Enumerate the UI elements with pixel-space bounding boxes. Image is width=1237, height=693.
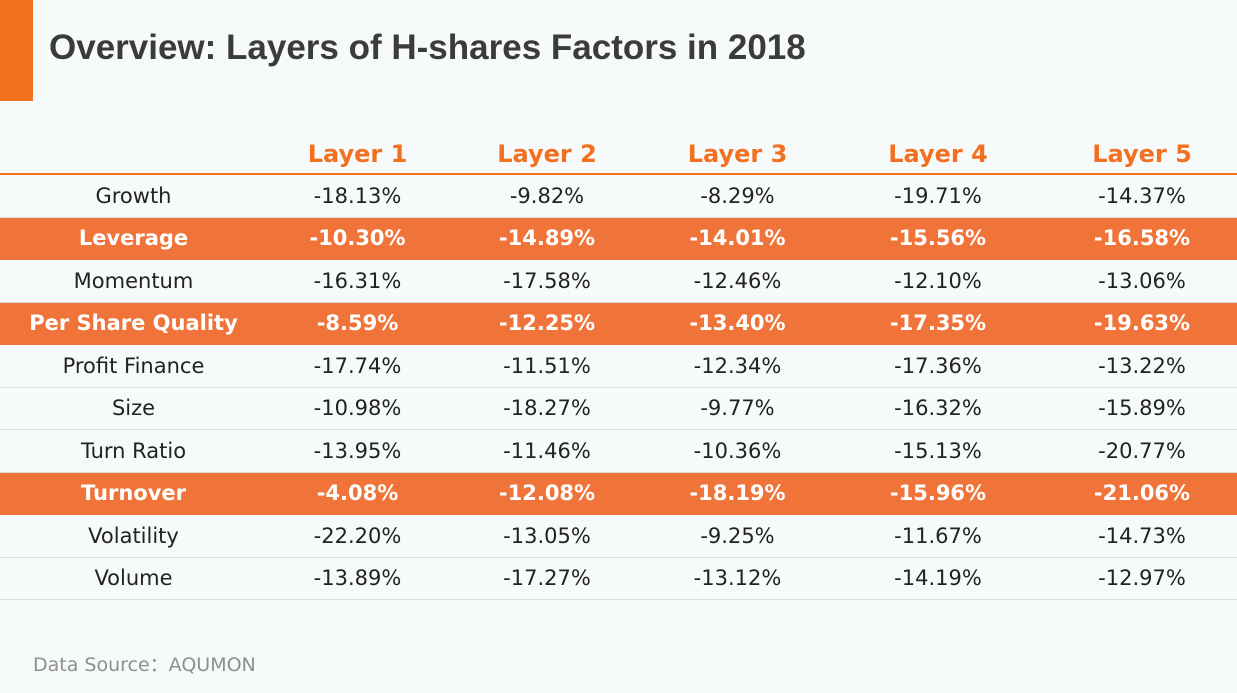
table-body: Growth -18.13% -9.82% -8.29% -19.71% -14.37% L…: [0, 175, 1237, 600]
factor-label: Leverage: [78, 226, 189, 251]
value-cell-layer-3: -14.01%: [689, 226, 786, 251]
value-cell-layer-5: -12.97%: [1098, 566, 1186, 591]
value-cell-layer-3: -12.46%: [693, 268, 782, 293]
value-cell-layer-2: -17.27%: [503, 566, 591, 591]
value-cell-layer-2: -18.27%: [503, 396, 591, 421]
value-cell-layer-2: -14.89%: [498, 226, 596, 251]
value-cell-layer-1: -10.98%: [313, 396, 402, 421]
value-cell-layer-2: -13.05%: [503, 523, 591, 548]
value-cell-layer-5: -15.89%: [1098, 396, 1186, 421]
header-cell-layer-4: Layer 4: [888, 140, 988, 168]
factor-label: Volume: [94, 566, 173, 591]
factor-label: Turn Ratio: [80, 438, 187, 463]
value-cell-layer-1: -10.30%: [309, 226, 406, 251]
value-cell-layer-4: -17.35%: [889, 311, 987, 336]
table-row: Growth -18.13% -9.82% -8.29% -19.71% -14.37%: [0, 175, 1237, 218]
value-cell-layer-4: -15.13%: [894, 438, 982, 463]
value-cell-layer-1: -8.59%: [316, 311, 399, 336]
value-cell-layer-5: -21.06%: [1093, 481, 1191, 506]
value-cell-layer-2: -12.08%: [498, 481, 596, 506]
value-cell-layer-5: -16.58%: [1093, 226, 1191, 251]
value-cell-layer-2: -17.58%: [503, 268, 591, 293]
table-row: Momentum -16.31% -17.58% -12.46% -12.10% -13.…: [0, 260, 1237, 303]
value-cell-layer-5: -20.77%: [1098, 438, 1186, 463]
value-cell-layer-1: -4.08%: [316, 481, 399, 506]
factor-label: Momentum: [73, 268, 194, 293]
value-cell-layer-1: -18.13%: [313, 183, 402, 208]
value-cell-layer-4: -14.19%: [894, 566, 982, 591]
factor-label: Growth: [95, 183, 172, 208]
value-cell-layer-3: -8.29%: [700, 183, 775, 208]
value-cell-layer-3: -10.36%: [693, 438, 782, 463]
table-row: Volatility -22.20% -13.05% -9.25% -11.67% -14…: [0, 515, 1237, 558]
value-cell-layer-1: -16.31%: [313, 268, 402, 293]
value-cell-layer-5: -13.22%: [1098, 353, 1186, 378]
factor-label: Per Share Quality: [29, 311, 238, 336]
factor-label: Turnover: [81, 481, 186, 506]
value-cell-layer-4: -19.71%: [894, 183, 982, 208]
value-cell-layer-1: -17.74%: [313, 353, 402, 378]
value-cell-layer-3: -18.19%: [689, 481, 786, 506]
value-cell-layer-4: -12.10%: [894, 268, 982, 293]
header-cell-layer-1: Layer 1: [307, 140, 408, 168]
value-cell-layer-2: -11.51%: [503, 353, 591, 378]
value-cell-layer-2: -12.25%: [498, 311, 596, 336]
value-cell-layer-3: -12.34%: [693, 353, 782, 378]
table-row: Leverage -10.30% -14.89% -14.01% -15.56% -16.…: [0, 217, 1237, 260]
value-cell-layer-4: -15.56%: [889, 226, 987, 251]
value-cell-layer-3: -9.77%: [700, 396, 775, 421]
factor-label: Volatility: [88, 523, 179, 548]
factor-table: Layer 1 Layer 2 Layer 3 Layer 4 Layer 5 …: [0, 135, 1237, 600]
header-cell-layer-5: Layer 5: [1092, 140, 1192, 168]
value-cell-layer-4: -16.32%: [894, 396, 982, 421]
header-cell-layer-2: Layer 2: [497, 140, 597, 168]
value-cell-layer-4: -15.96%: [889, 481, 987, 506]
factor-label: Profit Finance: [62, 353, 205, 378]
value-cell-layer-3: -13.40%: [689, 311, 786, 336]
title-accent-bar: [0, 0, 33, 101]
data-source-note: Data Source：AQUMON: [33, 654, 256, 676]
table-header-row: Layer 1 Layer 2 Layer 3 Layer 4 Layer 5: [0, 135, 1237, 175]
table-row: Profit Finance -17.74% -11.51% -12.34% -17.3…: [0, 345, 1237, 388]
table-row: Size -10.98% -18.27% -9.77% -16.32% -15.89%: [0, 388, 1237, 430]
value-cell-layer-5: -13.06%: [1098, 268, 1186, 293]
value-cell-layer-1: -22.20%: [313, 523, 402, 548]
table-row: Turn Ratio -13.95% -11.46% -10.36% -15.13% -2…: [0, 430, 1237, 473]
table-row: Volume -13.89% -17.27% -13.12% -14.19% -12.97…: [0, 558, 1237, 600]
value-cell-layer-5: -19.63%: [1093, 311, 1191, 336]
value-cell-layer-5: -14.73%: [1098, 523, 1186, 548]
header-cell-layer-3: Layer 3: [687, 140, 788, 168]
value-cell-layer-3: -13.12%: [693, 566, 782, 591]
page-title: Overview: Layers of H-shares Factors in …: [49, 28, 806, 67]
factor-label: Size: [111, 396, 156, 421]
table-row: Per Share Quality -8.59% -12.25% -13.40% -17…: [0, 302, 1237, 345]
value-cell-layer-4: -11.67%: [894, 523, 982, 548]
value-cell-layer-4: -17.36%: [894, 353, 982, 378]
value-cell-layer-2: -11.46%: [503, 438, 591, 463]
value-cell-layer-5: -14.37%: [1098, 183, 1186, 208]
value-cell-layer-1: -13.95%: [313, 438, 402, 463]
value-cell-layer-3: -9.25%: [700, 523, 775, 548]
table-row: Turnover -4.08% -12.08% -18.19% -15.96% -21.0…: [0, 472, 1237, 515]
value-cell-layer-2: -9.82%: [509, 183, 585, 208]
value-cell-layer-1: -13.89%: [313, 566, 402, 591]
